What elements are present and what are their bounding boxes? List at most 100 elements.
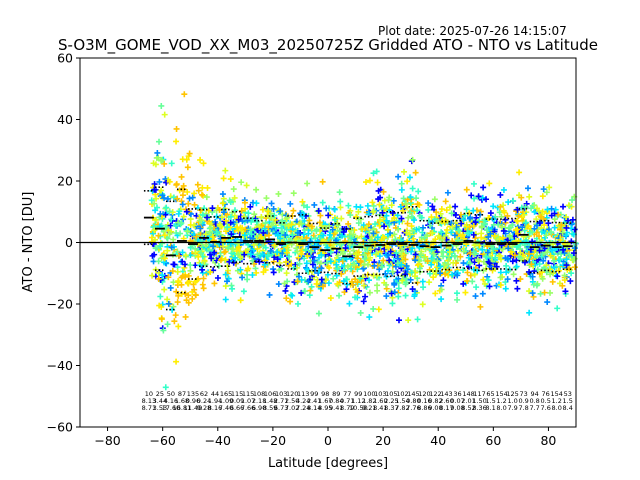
scatter-point bbox=[414, 207, 421, 214]
scatter-point bbox=[452, 203, 459, 210]
scatter-point bbox=[399, 207, 406, 214]
scatter-point bbox=[487, 230, 494, 237]
bin-count-label: 9.21 bbox=[362, 404, 376, 412]
scatter-point bbox=[377, 194, 384, 201]
scatter-point bbox=[165, 300, 172, 307]
scatter-point bbox=[149, 230, 156, 237]
scatter-point bbox=[415, 188, 422, 195]
scatter-point bbox=[200, 275, 207, 282]
scatter-point bbox=[484, 249, 491, 256]
scatter-point bbox=[544, 206, 551, 213]
scatter-point bbox=[534, 266, 541, 273]
scatter-point bbox=[435, 232, 442, 239]
scatter-point bbox=[359, 226, 366, 233]
scatter-point bbox=[219, 243, 226, 250]
scatter-point bbox=[449, 223, 456, 230]
scatter-point bbox=[554, 273, 561, 280]
scatter-point bbox=[162, 224, 169, 231]
scatter-point bbox=[261, 261, 268, 268]
scatter-point bbox=[510, 271, 517, 278]
scatter-point bbox=[187, 267, 194, 274]
bin-count-label: 2.01 bbox=[461, 397, 475, 405]
scatter-point bbox=[277, 208, 284, 215]
scatter-point bbox=[151, 181, 158, 188]
scatter-point bbox=[407, 276, 414, 283]
scatter-point bbox=[465, 254, 472, 261]
scatter-point bbox=[428, 261, 435, 268]
scatter-point bbox=[418, 251, 425, 258]
scatter-point bbox=[484, 273, 491, 280]
scatter-point bbox=[222, 167, 229, 174]
scatter-point bbox=[471, 271, 478, 278]
scatter-point bbox=[347, 212, 354, 219]
scatter-point bbox=[360, 298, 367, 305]
x-axis-label: Latitude [degrees] bbox=[268, 456, 388, 471]
scatter-point bbox=[298, 276, 305, 283]
scatter-point bbox=[497, 256, 504, 263]
bin-count-label: 115 bbox=[231, 390, 243, 398]
scatter-point bbox=[189, 295, 196, 302]
x-tick-label: −80 bbox=[94, 433, 120, 448]
scatter-point bbox=[563, 224, 570, 231]
scatter-point bbox=[198, 191, 205, 198]
scatter-point bbox=[164, 247, 171, 254]
scatter-point bbox=[431, 259, 438, 266]
bin-count-label: 11.49 bbox=[184, 404, 203, 412]
scatter-point bbox=[559, 282, 566, 289]
scatter-point bbox=[170, 194, 177, 201]
scatter-point bbox=[289, 232, 296, 239]
bin-count-label: 4.24 bbox=[296, 397, 310, 405]
scatter-point bbox=[392, 263, 399, 270]
bin-count-label: 1.0 bbox=[507, 397, 517, 405]
bin-count-label: 8.0 bbox=[552, 404, 562, 412]
scatter-point bbox=[311, 201, 318, 208]
scatter-point bbox=[374, 179, 381, 186]
scatter-point bbox=[224, 278, 231, 285]
scatter-point bbox=[422, 253, 429, 260]
scatter-point bbox=[398, 248, 405, 255]
bin-count-label: 2.41 bbox=[307, 397, 321, 405]
scatter-point bbox=[168, 216, 175, 223]
scatter-point bbox=[237, 297, 244, 304]
bin-count-label: 1.48 bbox=[263, 397, 277, 405]
scatter-point bbox=[206, 228, 213, 235]
y-tick-label: 60 bbox=[57, 51, 73, 66]
bin-count-label: 7.40 bbox=[219, 404, 233, 412]
scatter-point bbox=[478, 234, 485, 241]
scatter-point bbox=[199, 211, 206, 218]
scatter-point bbox=[505, 199, 512, 206]
scatter-point bbox=[547, 252, 554, 259]
bin-count-label: 1.07 bbox=[241, 397, 255, 405]
scatter-point bbox=[198, 250, 205, 257]
scatter-point bbox=[492, 254, 499, 261]
scatter-point bbox=[485, 215, 492, 222]
scatter-point bbox=[323, 259, 330, 266]
scatter-point bbox=[268, 222, 275, 229]
scatter-point bbox=[298, 251, 305, 258]
scatter-point bbox=[427, 222, 434, 229]
bin-count-label: 50 bbox=[167, 390, 175, 398]
x-tick-label: 40 bbox=[430, 433, 446, 448]
scatter-point bbox=[506, 233, 513, 240]
bin-count-label: 8.95 bbox=[318, 404, 332, 412]
scatter-point bbox=[161, 286, 168, 293]
scatter-point bbox=[175, 323, 182, 330]
bin-count-label: 8.16 bbox=[208, 404, 222, 412]
scatter-point bbox=[325, 212, 332, 219]
scatter-point bbox=[518, 194, 525, 201]
scatter-point bbox=[326, 222, 333, 229]
scatter-point bbox=[247, 203, 254, 210]
scatter-point bbox=[281, 280, 288, 287]
scatter-point bbox=[295, 273, 302, 280]
scatter-point bbox=[175, 210, 182, 217]
scatter-point bbox=[515, 253, 522, 260]
scatter-point bbox=[463, 206, 470, 213]
y-tick-label: −60 bbox=[47, 420, 73, 435]
scatter-point bbox=[210, 234, 217, 241]
bin-count-label: 1.82 bbox=[362, 397, 376, 405]
scatter-point bbox=[503, 269, 510, 276]
scatter-point bbox=[405, 317, 412, 324]
scatter-point bbox=[370, 209, 377, 216]
scatter-point bbox=[406, 209, 413, 216]
scatter-point bbox=[486, 260, 493, 267]
